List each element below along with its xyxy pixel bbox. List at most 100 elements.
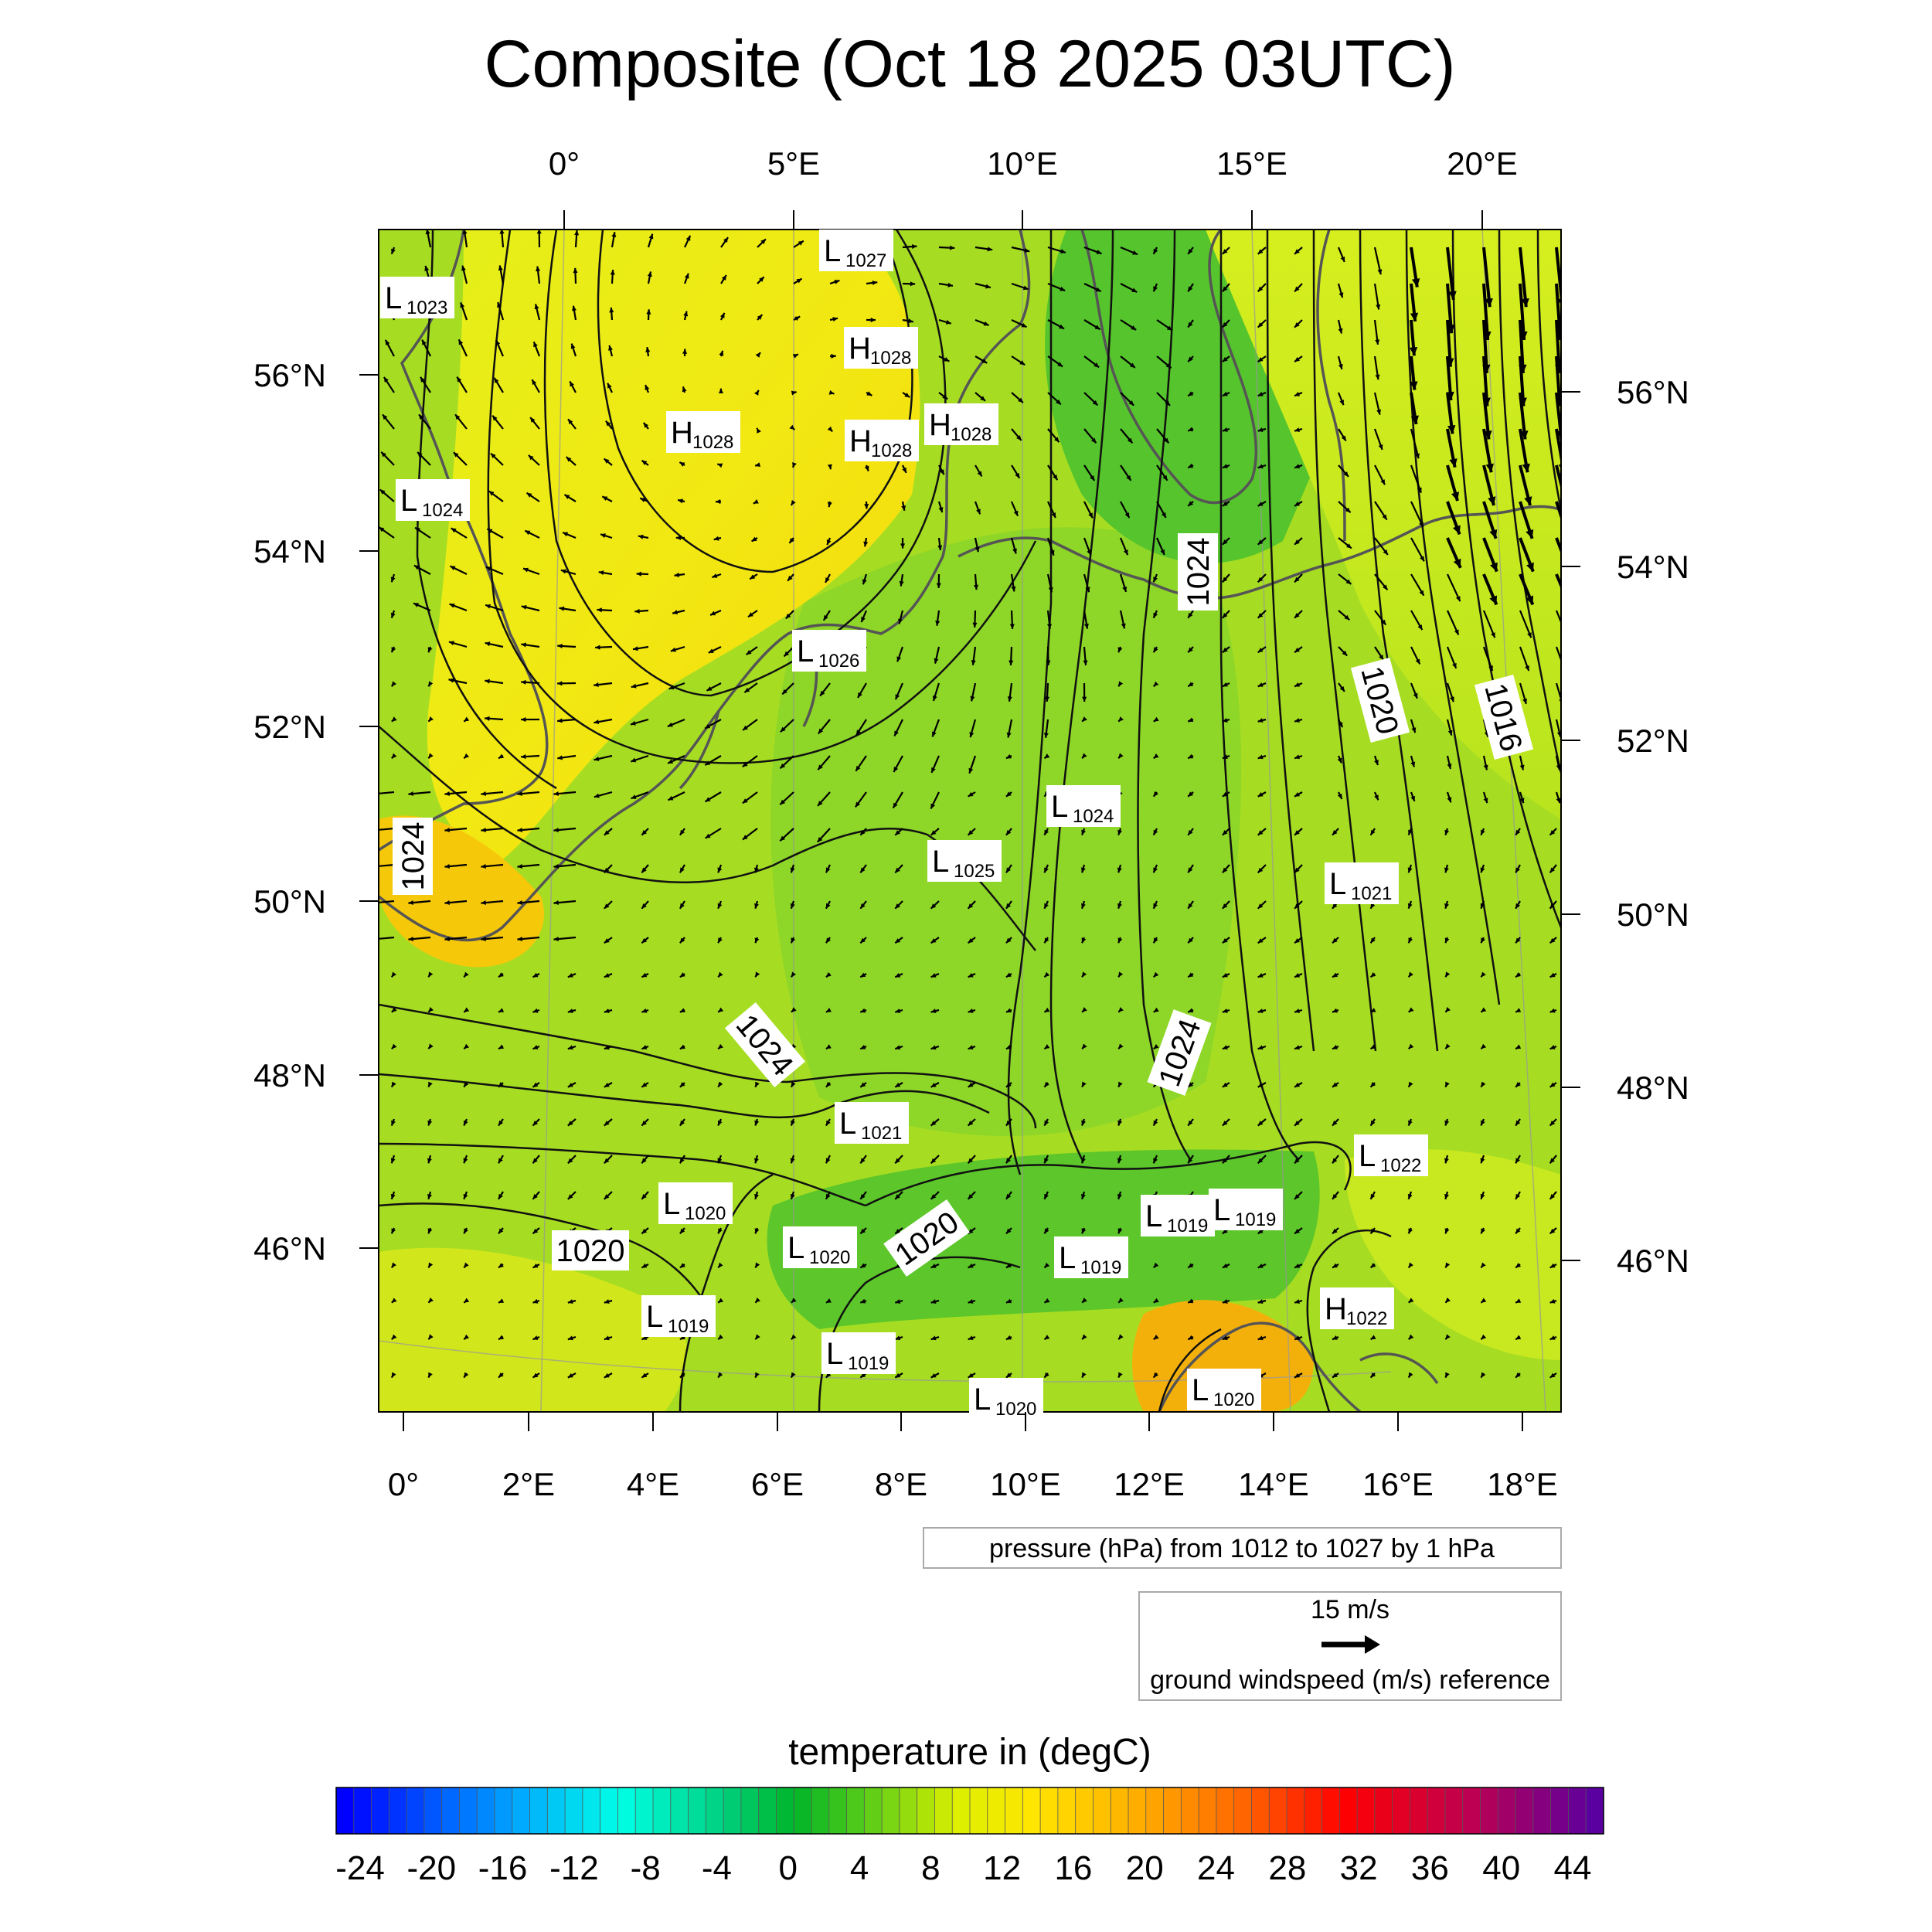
- wind-vector: [1117, 1118, 1123, 1126]
- wind-vector: [1187, 1082, 1194, 1088]
- wind-vector: [679, 900, 685, 910]
- wind-vector: [1081, 828, 1087, 836]
- wind-vector: [457, 338, 468, 357]
- wind-vector: [485, 679, 504, 685]
- wind-vector: [1009, 610, 1015, 629]
- wind-vector: [1043, 1155, 1049, 1164]
- wind-vector: [1549, 1372, 1557, 1379]
- wind-vector: [1152, 1118, 1158, 1127]
- wind-vector: [1117, 937, 1123, 944]
- colorbar-bin: [864, 1787, 883, 1834]
- wind-vector: [594, 682, 613, 688]
- wind-vector: [1373, 755, 1379, 766]
- pressure-center-value: 1020: [809, 1247, 850, 1268]
- wind-vector: [1011, 392, 1024, 403]
- low-pressure-label: L 1021: [1325, 862, 1399, 904]
- wind-vector: [567, 418, 577, 430]
- wind-vector: [490, 452, 504, 466]
- wind-vector: [382, 413, 395, 430]
- wind-vector: [1515, 864, 1521, 873]
- wind-vector: [1369, 828, 1376, 836]
- wind-vector: [463, 1118, 468, 1127]
- wind-vector: [641, 864, 649, 874]
- wind-vector: [864, 501, 869, 509]
- wind-vector: [1155, 537, 1165, 556]
- left-axis-label: 46°N: [253, 1230, 326, 1267]
- wind-vector: [379, 863, 395, 867]
- wind-vector: [532, 1372, 540, 1379]
- wind-vector: [1152, 1262, 1159, 1269]
- wind-vector: [604, 864, 613, 874]
- wind-vector: [750, 536, 758, 543]
- wind-vector: [521, 754, 540, 760]
- wind-vector: [780, 719, 794, 733]
- isobar-value: 1020: [556, 1234, 625, 1268]
- wind-vector: [1120, 464, 1132, 481]
- wind-vector: [1043, 1298, 1050, 1304]
- wind-vector: [1257, 972, 1267, 978]
- wind-vector: [825, 937, 832, 944]
- wind-vector: [631, 791, 649, 800]
- wind-vector: [557, 754, 577, 760]
- wind-vector: [1332, 1118, 1339, 1127]
- wind-vector: [754, 1372, 760, 1379]
- wind-vector: [1257, 1299, 1267, 1304]
- top-axis-label: 10°E: [987, 145, 1058, 182]
- wind-vector: [1444, 1155, 1449, 1164]
- wind-vector: [1120, 428, 1134, 444]
- wind-vector: [789, 424, 796, 430]
- wind-vector: [1152, 828, 1158, 836]
- wind-vector: [1407, 1118, 1413, 1127]
- pressure-center-type: L: [1059, 1241, 1076, 1275]
- wind-vector: [1117, 1081, 1123, 1088]
- wind-vector: [968, 1299, 976, 1304]
- wind-vector: [679, 1372, 685, 1379]
- wind-vector: [1549, 1191, 1557, 1200]
- colorbar-bin: [740, 1787, 760, 1834]
- wind-vector: [683, 311, 689, 321]
- wind-vector: [930, 791, 940, 810]
- wind-vector: [1444, 1191, 1449, 1200]
- low-pressure-label: L 1020: [658, 1182, 733, 1224]
- wind-vector: [1407, 937, 1413, 944]
- wind-vector: [1407, 1007, 1414, 1013]
- wind-vector: [859, 900, 867, 910]
- wind-vector: [604, 1082, 613, 1088]
- colorbar-bin: [529, 1787, 548, 1834]
- wind-vector: [719, 312, 726, 321]
- wind-vector: [1337, 283, 1344, 298]
- wind-vector: [1482, 464, 1496, 506]
- wind-vector: [902, 244, 917, 250]
- wind-vector: [866, 280, 878, 286]
- wind-vector: [719, 350, 724, 357]
- wind-vector: [391, 1334, 397, 1340]
- wind-vector: [390, 1191, 396, 1200]
- colorbar-bin: [371, 1787, 389, 1834]
- wind-vector: [1043, 971, 1050, 978]
- wind-vector: [1369, 1082, 1376, 1088]
- wind-vector: [1410, 682, 1418, 699]
- low-pressure-label: L 1022: [1354, 1134, 1428, 1176]
- wind-vector: [1046, 610, 1053, 629]
- wind-vector: [1047, 319, 1065, 330]
- wind-vector: [1152, 1155, 1158, 1164]
- wind-vector: [825, 1191, 831, 1200]
- wind-vector: [742, 828, 758, 841]
- wind-vector: [679, 972, 685, 978]
- wind-vector: [379, 827, 395, 831]
- colorbar-bin: [459, 1787, 478, 1834]
- left-axis-label: 56°N: [253, 357, 326, 393]
- colorbar-bin: [495, 1787, 513, 1834]
- wind-vector: [1338, 682, 1345, 692]
- wind-vector: [605, 420, 613, 430]
- wind-vector: [1555, 501, 1561, 521]
- wind-vector: [1007, 682, 1013, 702]
- wind-vector: [1410, 392, 1419, 425]
- wind-vector: [1549, 1335, 1557, 1341]
- wind-vector: [684, 235, 692, 248]
- wind-vector: [674, 572, 685, 577]
- wind-vector: [380, 451, 395, 466]
- colorbar-tick-label: 16: [1054, 1849, 1092, 1887]
- wind-vector: [894, 682, 904, 700]
- wind-vector: [1294, 464, 1303, 469]
